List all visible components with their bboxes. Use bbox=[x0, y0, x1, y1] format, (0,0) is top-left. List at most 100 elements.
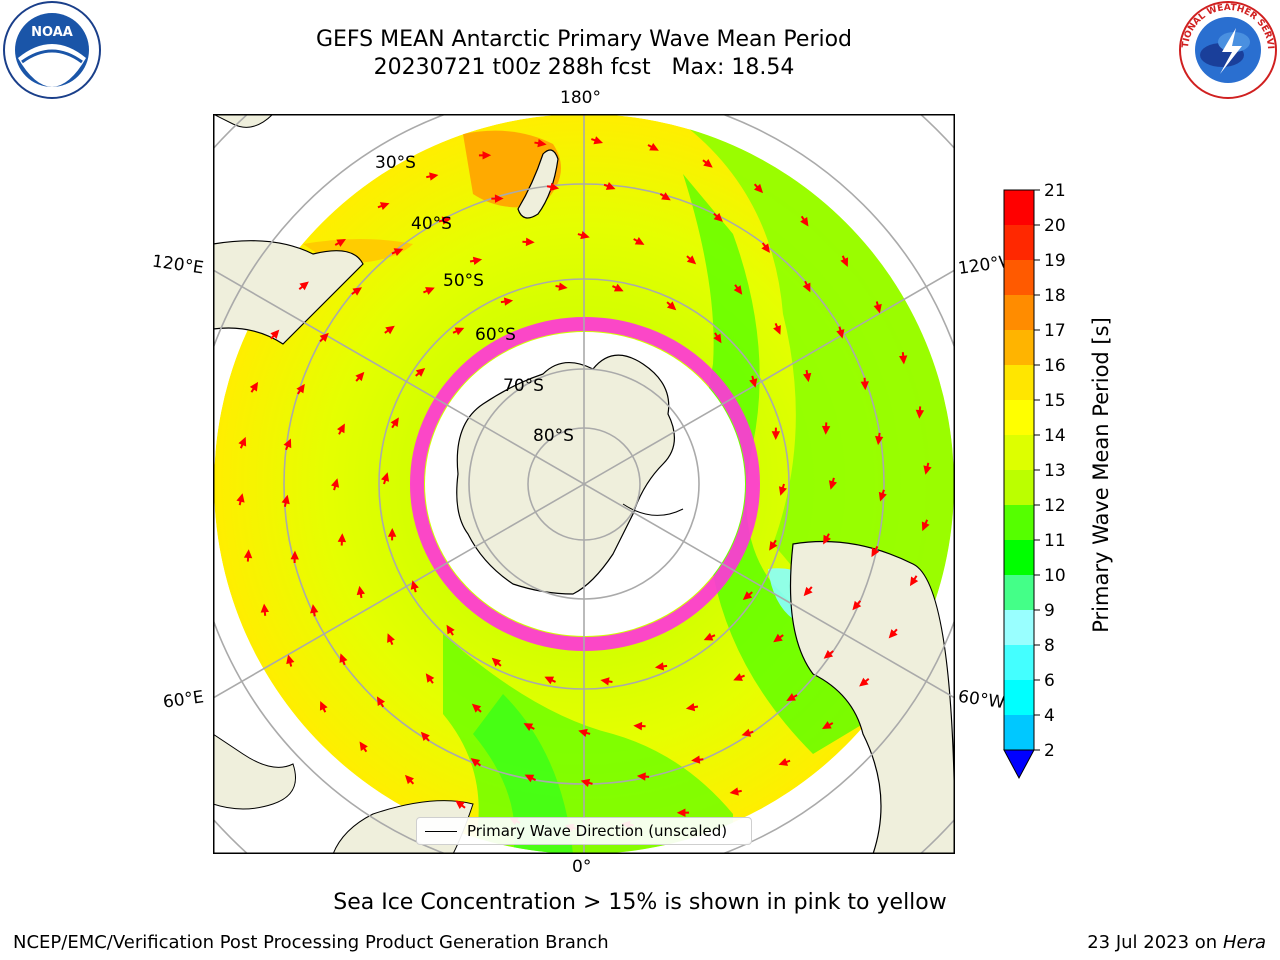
wave-arrow-head bbox=[385, 325, 395, 335]
wave-arrow-head bbox=[387, 528, 397, 537]
noaa-logo-icon: NOAA bbox=[3, 1, 101, 99]
wave-arrow-head bbox=[356, 585, 365, 596]
colorbar-title: Primary Wave Mean Period [s] bbox=[1089, 317, 1113, 633]
legend-label: Primary Wave Direction (unscaled) bbox=[467, 822, 728, 840]
wave-arrow-head bbox=[379, 202, 390, 211]
lat-label-80: 80°S bbox=[533, 426, 574, 446]
colorbar-bin bbox=[1004, 365, 1034, 400]
wave-arrow-head bbox=[773, 325, 781, 335]
wave-arrow-head bbox=[352, 287, 363, 296]
wave-arrow-head bbox=[238, 436, 247, 447]
wave-arrow-head bbox=[236, 493, 245, 503]
wave-arrow-head bbox=[633, 721, 643, 731]
wave-arrow-head bbox=[355, 371, 365, 382]
lat-label-30: 30°S bbox=[375, 153, 416, 173]
colorbar-tick-label: 18 bbox=[1044, 286, 1066, 306]
wave-arrow-head bbox=[296, 383, 305, 394]
wave-arrow-head bbox=[319, 332, 329, 342]
wave-arrow-head bbox=[741, 728, 752, 737]
wave-arrow-head bbox=[666, 301, 677, 311]
wave-arrow-head bbox=[613, 283, 624, 292]
wave-arrow-head bbox=[703, 158, 713, 168]
wave-arrow-head bbox=[580, 778, 591, 787]
colorbar-bin bbox=[1004, 295, 1034, 330]
wave-arrow-head bbox=[381, 472, 390, 482]
wave-arrow-head bbox=[860, 381, 870, 391]
wave-arrow-head bbox=[286, 654, 295, 665]
colorbar-tick-label: 4 bbox=[1044, 706, 1055, 726]
wave-arrow-head bbox=[243, 549, 253, 559]
colorbar-bin bbox=[1004, 680, 1034, 715]
lat-label-50: 50°S bbox=[443, 271, 484, 291]
wave-arrow-head bbox=[260, 603, 270, 613]
wave-arrow-head bbox=[454, 327, 465, 336]
wave-arrow-head bbox=[376, 696, 385, 706]
footer-date-text: 23 Jul 2023 on bbox=[1087, 932, 1218, 953]
wave-arrow-head bbox=[729, 787, 739, 796]
wave-arrow-head bbox=[909, 576, 919, 587]
wave-arrow-head bbox=[425, 287, 435, 295]
wave-arrow-head bbox=[649, 142, 659, 151]
wave-arrow-head bbox=[503, 297, 514, 306]
wave-arrow-head bbox=[800, 216, 809, 227]
wave-arrow-head bbox=[733, 673, 743, 681]
colorbar-tick-label: 21 bbox=[1044, 181, 1066, 201]
wave-arrow-head bbox=[822, 721, 832, 729]
map-border bbox=[213, 114, 955, 854]
wave-arrow-head bbox=[873, 303, 882, 314]
colorbar-tick-label: 9 bbox=[1044, 601, 1055, 621]
wave-arrow-head bbox=[686, 255, 697, 265]
lon-label-0: 0° bbox=[572, 857, 592, 877]
wave-arrow-head bbox=[803, 586, 813, 597]
wave-arrow-head bbox=[523, 723, 534, 731]
colorbar-tick-label: 12 bbox=[1044, 496, 1066, 516]
colorbar-bin bbox=[1004, 435, 1034, 470]
wave-arrow-head bbox=[415, 367, 426, 377]
wave-arrow-head bbox=[821, 425, 831, 435]
wave-arrow-head bbox=[840, 257, 849, 268]
wave-arrow-head bbox=[803, 372, 812, 383]
wave-arrow-head bbox=[823, 534, 831, 545]
colorbar-bin bbox=[1004, 260, 1034, 295]
wave-arrow-head bbox=[410, 580, 419, 590]
colorbar-bin bbox=[1004, 470, 1034, 505]
colorbar-bin bbox=[1004, 400, 1034, 435]
colorbar-bin bbox=[1004, 715, 1034, 750]
wave-arrow-head bbox=[713, 333, 722, 344]
svg-text:Primary Wave Mean Period [s]: Primary Wave Mean Period [s] bbox=[1089, 317, 1113, 633]
wave-arrow-head bbox=[742, 591, 753, 601]
wave-arrow-head bbox=[404, 774, 414, 785]
wave-arrow-head bbox=[425, 673, 435, 683]
wave-arrow-head bbox=[661, 192, 671, 201]
wave-arrow-head bbox=[778, 486, 787, 496]
sea-ice-edge bbox=[410, 317, 760, 651]
wave-arrow-head bbox=[634, 237, 645, 245]
wave-arrow-head bbox=[888, 629, 898, 639]
wave-arrow-head bbox=[429, 172, 439, 181]
wave-arrow-head bbox=[441, 216, 452, 225]
wave-arrow-head bbox=[270, 329, 280, 339]
wave-arrow-head bbox=[733, 285, 743, 295]
wave-arrow-head bbox=[771, 431, 781, 440]
wave-arrow-head bbox=[336, 239, 346, 247]
wave-arrow-head bbox=[446, 624, 455, 635]
nws-logo-icon: NATIONAL WEATHER SERVICE bbox=[1176, 0, 1277, 99]
wave-arrow-head bbox=[549, 182, 560, 192]
colorbar-extend-arrow bbox=[1003, 749, 1035, 780]
wave-arrow-head bbox=[524, 774, 535, 783]
colorbar-tick-label: 15 bbox=[1044, 391, 1066, 411]
wave-arrow-head bbox=[773, 633, 783, 643]
wave-arrow-head bbox=[558, 282, 568, 291]
footer-host: Hera bbox=[1222, 932, 1266, 953]
footer-organization: NCEP/EMC/Verification Post Processing Pr… bbox=[13, 932, 609, 953]
wave-arrow-head bbox=[600, 677, 610, 686]
colorbar-bin bbox=[1004, 540, 1034, 575]
wave-arrow-head bbox=[420, 731, 430, 741]
colorbar-tick-label: 14 bbox=[1044, 426, 1066, 446]
colorbar-bin bbox=[1004, 645, 1034, 680]
wave-arrow-head bbox=[636, 772, 646, 781]
australia-landmass bbox=[213, 240, 364, 345]
wave-arrow-head bbox=[878, 491, 887, 502]
lon-label-60e: 60°E bbox=[161, 687, 206, 713]
colorbar-bin bbox=[1004, 225, 1034, 260]
